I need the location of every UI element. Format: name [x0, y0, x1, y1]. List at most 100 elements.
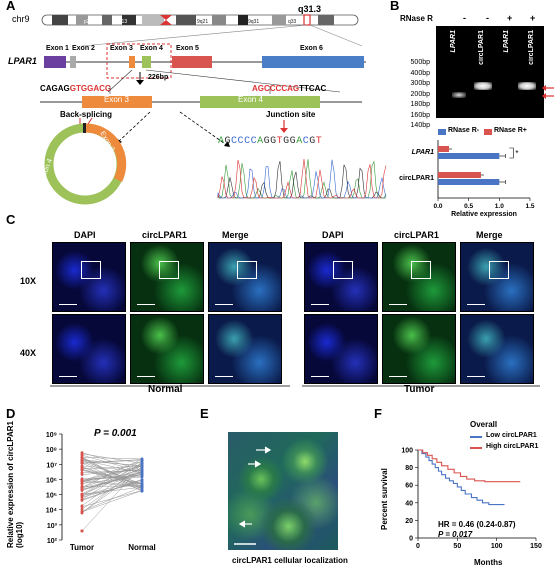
micrograph-circ-tumor-40x: [382, 314, 456, 384]
c-header-merge-tumor: Merge: [476, 230, 503, 240]
legend-rnase-minus-label: RNase R-: [448, 127, 480, 134]
tumor-point: [80, 484, 84, 488]
exon-6-label: Exon 6: [300, 45, 323, 52]
y-tick-label: 60: [405, 483, 413, 490]
paired-line: [81, 459, 143, 485]
lane-label-1: LPAR1: [450, 30, 457, 53]
tumor-point: [80, 504, 84, 508]
f-legend-high: High circLPAR1: [486, 443, 539, 450]
survival-curve: 100 80 60 40 20 00 50 100 150: [401, 448, 542, 551]
scale-bar: [215, 375, 233, 377]
ideogram-band-2: 9p13: [116, 19, 127, 25]
low-circlpar1-curve: [418, 449, 505, 506]
micrograph-dapi-tumor-40x: [304, 314, 378, 384]
paired-line: [81, 460, 143, 482]
ladder-140: 140bp: [410, 122, 430, 129]
tumor-point: [80, 488, 84, 491]
scale-bar: [137, 303, 155, 305]
normal-point: [140, 484, 144, 488]
y-tick-label: 100: [401, 448, 413, 455]
d-ylabel: Relative expression of circLPAR1 (log10): [6, 420, 24, 548]
panel-label-f: F: [374, 406, 382, 421]
product-size-label: 226bp: [148, 74, 169, 81]
paired-line: [81, 454, 143, 473]
gene-structure: [44, 43, 366, 93]
paired-line: [81, 464, 143, 514]
significance-bracket: [509, 147, 514, 159]
c-header-dapi-normal: DAPI: [74, 230, 96, 240]
micrograph-dapi-normal-10x: [52, 242, 126, 312]
ideogram-band-3: 9q21: [197, 19, 208, 25]
lane-label-2: circLPAR1: [478, 30, 485, 65]
y-tick-label: 10⁹: [46, 432, 57, 439]
relative-expression-chart: LPAR1 circLPAR1 * 0.0 0.5 1.0 1.5 Relative expr…: [399, 140, 535, 218]
normal-bracket: [50, 385, 290, 387]
scale-bar: [215, 303, 233, 305]
paired-line: [81, 465, 143, 532]
group-label-normal: Normal: [148, 384, 183, 395]
junction-base: G: [224, 136, 232, 147]
junction-base: G: [270, 136, 277, 147]
c-header-merge-normal: Merge: [222, 230, 249, 240]
bar: [438, 172, 481, 178]
micrograph-merge-tumor-10x: [460, 242, 534, 312]
localization-image: [228, 432, 338, 550]
x-axis-label: Relative expression: [451, 211, 517, 218]
scale-bar: [467, 375, 485, 377]
normal-point: [140, 461, 144, 465]
paired-line: [81, 481, 143, 498]
rnase-sign-4: +: [530, 13, 536, 23]
c-header-dapi-tumor: DAPI: [322, 230, 344, 240]
bar: [438, 179, 500, 185]
ladder-400: 400bp: [410, 69, 430, 77]
junction-seq-right: AGCCCCAGTTCAC: [252, 84, 326, 93]
arrow-down-icon: [136, 72, 144, 85]
c-header-circ-normal: circLPAR1: [142, 230, 187, 240]
micrograph-dapi-normal-40x: [52, 314, 126, 384]
junction-base: C: [250, 136, 258, 147]
paired-line: [81, 458, 143, 488]
y-tick-label: 10⁴: [46, 508, 58, 515]
row-label-40x: 40X: [20, 348, 37, 358]
paired-line: [81, 462, 143, 507]
micrograph-circ-normal-40x: [130, 314, 204, 384]
tumor-point: [80, 495, 84, 499]
junction-base: A: [218, 136, 225, 147]
scale-bar: [389, 375, 407, 377]
x-tick-label: 0.5: [464, 203, 473, 210]
x-category-label: Tumor: [70, 543, 94, 552]
lane-label-4: circLPAR1: [528, 30, 535, 65]
y-tick-label: 0: [409, 536, 413, 543]
significance-mark: *: [515, 149, 518, 158]
junction-base: C: [237, 136, 245, 147]
chromosome-ideogram: p21 9p13 9q21 9q31 q33: [41, 14, 363, 47]
gel-red-arrows: [542, 85, 554, 99]
f-xlabel: Months: [474, 558, 503, 567]
y-tick-label: 10⁷: [46, 462, 57, 469]
localization-arrows: [234, 446, 272, 545]
scale-bar: [467, 303, 485, 305]
zoom-inset-box: [81, 261, 101, 279]
seq-right-red: AGCCCCAG: [252, 84, 300, 93]
paired-line: [81, 479, 143, 501]
y-tick-label: 10²: [47, 538, 58, 545]
tumor-point: [80, 461, 84, 465]
f-title: Overall: [470, 420, 498, 429]
scale-bar: [311, 375, 329, 377]
panel-label-a: A: [6, 0, 16, 13]
tumor-point: [80, 492, 84, 496]
x-tick-label: 150: [530, 543, 542, 550]
micrograph-circ-tumor-10x: [382, 242, 456, 312]
paired-line: [81, 457, 143, 460]
ladder-160: 160bp: [410, 111, 430, 119]
paired-line: [81, 460, 143, 466]
c-header-circ-tumor: circLPAR1: [394, 230, 439, 240]
paired-line: [81, 466, 143, 510]
zoom-inset-box: [333, 261, 353, 279]
ladder-labels: 500bp 400bp 300bp 200bp 180bp 160bp 140b…: [380, 58, 430, 132]
group-label-tumor: Tumor: [404, 384, 435, 395]
chromosome-label: chr9: [12, 14, 30, 24]
f-legend-low-swatch: [470, 436, 482, 438]
paired-line: [81, 468, 143, 488]
tumor-point: [80, 509, 84, 513]
